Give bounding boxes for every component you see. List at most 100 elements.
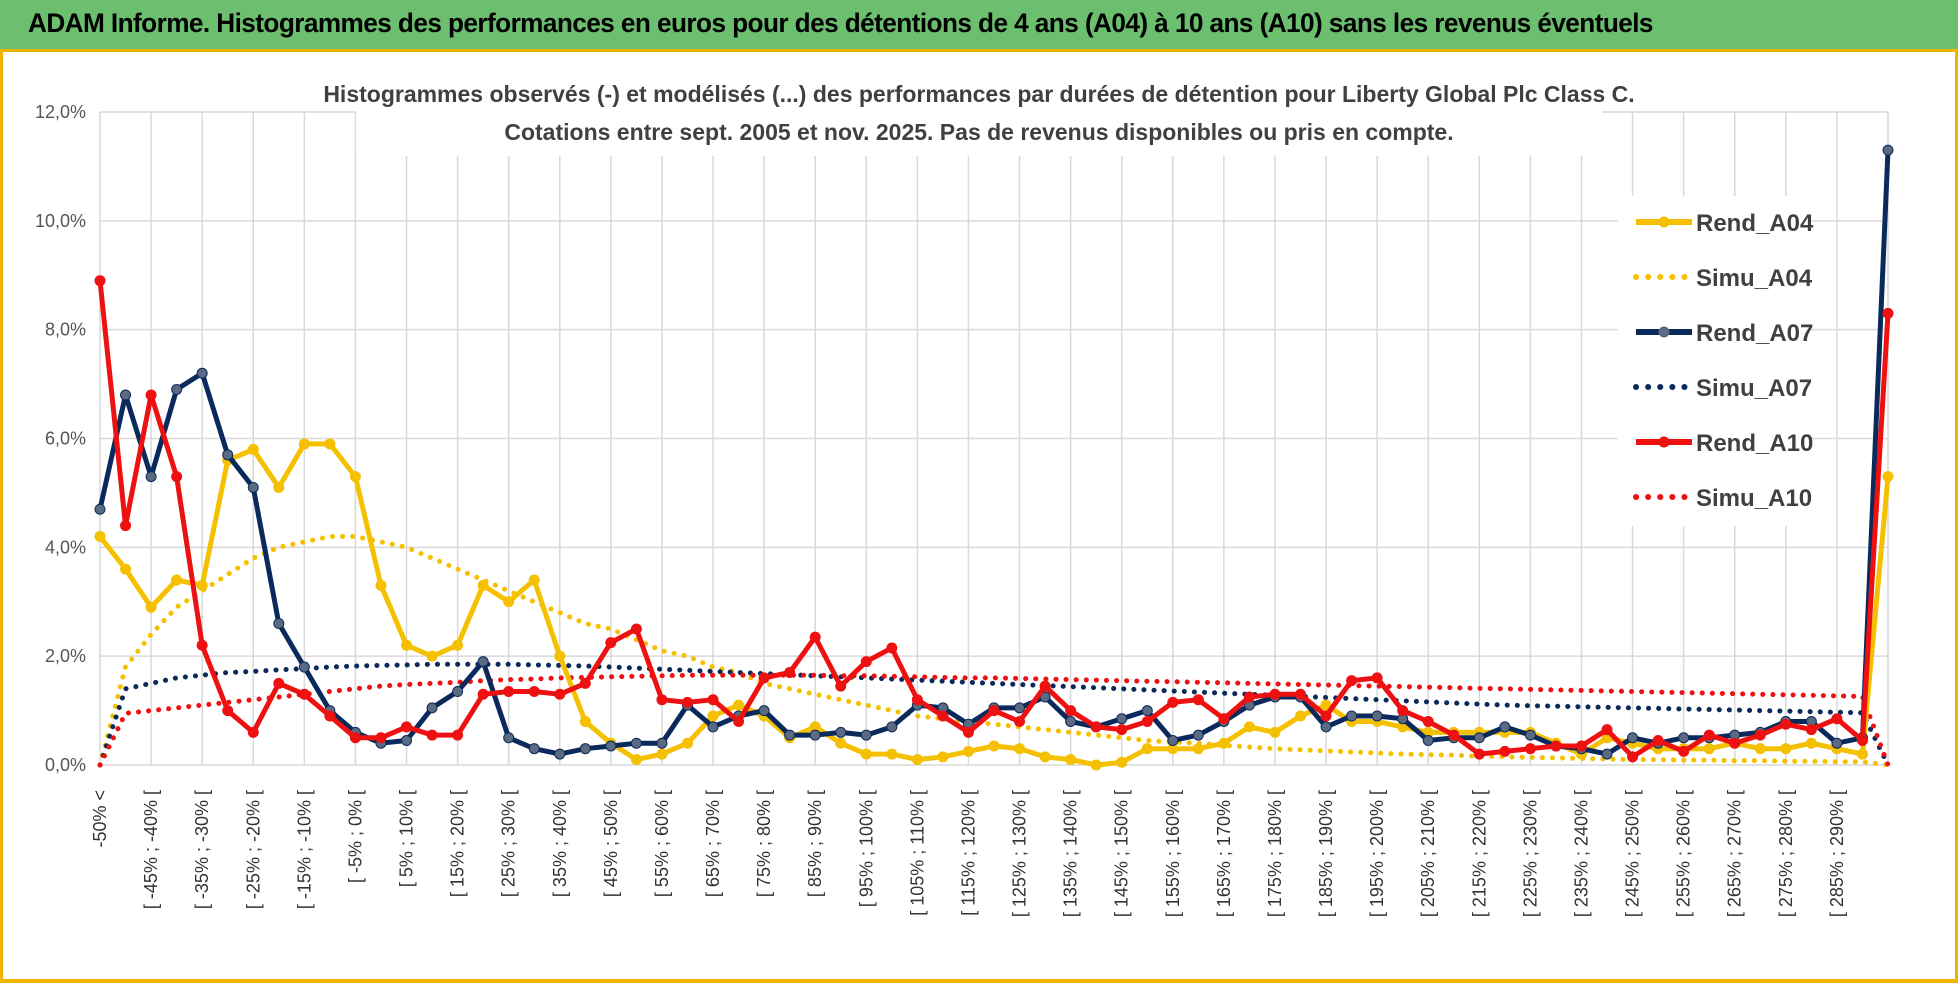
data-point-rend_a07 [247, 481, 259, 493]
data-point-rend_a07 [94, 503, 106, 515]
series-line-simu_a04 [97, 534, 1891, 768]
header-banner: ADAM Informe. Histogrammes des performan… [0, 0, 1958, 52]
data-point-rend_a10 [145, 389, 157, 401]
chart-frame [0, 52, 1958, 983]
data-point-rend_a07 [528, 743, 540, 755]
data-point-rend_a10 [1192, 694, 1204, 706]
data-point-rend_a10 [1243, 691, 1255, 703]
data-point-rend_a07 [1065, 715, 1077, 727]
data-point-rend_a04 [120, 563, 132, 575]
chart-title: Histogrammes observés (-) et modélisés (… [323, 81, 1634, 107]
data-point-rend_a04 [630, 754, 642, 766]
data-point-rend_a10 [1856, 735, 1868, 747]
data-point-rend_a04 [656, 748, 668, 760]
x-tick-label: [ 15% ; 20% [ [448, 790, 468, 897]
chart-subtitle: Cotations entre sept. 2005 et nov. 2025.… [504, 119, 1453, 145]
data-point-rend_a10 [1116, 724, 1128, 736]
data-point-rend_a10 [605, 637, 617, 649]
data-point-rend_a07 [707, 721, 719, 733]
data-point-rend_a10 [1805, 724, 1817, 736]
data-point-rend_a10 [1422, 715, 1434, 727]
x-tick-label: [ 85% ; 90% [ [805, 790, 825, 897]
data-point-rend_a10 [937, 710, 949, 722]
data-point-rend_a04 [94, 530, 106, 542]
data-point-rend_a07 [477, 656, 489, 668]
data-point-rend_a07 [605, 740, 617, 752]
data-point-rend_a07 [298, 661, 310, 673]
legend: Rend_A04 Simu_A04 Rend_A07 Simu_A07 Rend_A10… [1633, 210, 1814, 512]
data-point-rend_a04 [886, 748, 898, 760]
data-point-rend_a04 [554, 650, 566, 662]
y-tick-label: 8,0% [45, 320, 86, 340]
data-point-rend_a07 [452, 686, 464, 698]
x-tick-label: [ 115% ; 120% [ [958, 790, 978, 916]
data-point-rend_a10 [401, 721, 413, 733]
data-point-rend_a07 [1601, 748, 1613, 760]
data-point-rend_a07 [273, 618, 285, 630]
data-point-rend_a07 [1473, 732, 1485, 744]
data-point-rend_a07 [503, 732, 515, 744]
data-point-rend_a04 [247, 443, 259, 455]
data-point-rend_a04 [171, 574, 183, 586]
data-point-rend_a10 [349, 732, 361, 744]
data-point-rend_a10 [1627, 751, 1639, 763]
title-background [356, 74, 1602, 156]
legend-marker-rend_a04 [1658, 216, 1670, 228]
data-point-rend_a07 [171, 384, 183, 396]
y-tick-label: 4,0% [45, 537, 86, 557]
data-point-rend_a10 [1295, 688, 1307, 700]
data-point-rend_a10 [120, 520, 132, 532]
data-point-rend_a10 [1780, 718, 1792, 730]
data-point-rend_a10 [1320, 710, 1332, 722]
legend-label-rend_a07: Rend_A07 [1696, 320, 1813, 347]
data-point-rend_a07 [1346, 710, 1358, 722]
legend-label-rend_a04: Rend_A04 [1696, 210, 1814, 237]
x-tick-label: [ 155% ; 160% [ [1163, 790, 1183, 917]
x-tick-label: [ 35% ; 40% [ [550, 790, 570, 897]
data-point-rend_a07 [579, 743, 591, 755]
data-point-rend_a04 [196, 579, 208, 591]
data-point-rend_a07 [196, 367, 208, 379]
data-point-rend_a10 [630, 623, 642, 635]
series-group [94, 144, 1894, 771]
data-point-rend_a07 [1167, 735, 1179, 747]
data-point-rend_a10 [911, 694, 923, 706]
data-point-rend_a04 [579, 715, 591, 727]
x-tick-label: [ 205% ; 210% [ [1418, 790, 1438, 917]
data-point-rend_a10 [962, 726, 974, 738]
data-point-rend_a04 [860, 748, 872, 760]
legend-label-simu_a10: Simu_A10 [1696, 485, 1812, 512]
data-point-rend_a07 [222, 449, 234, 461]
data-point-rend_a10 [273, 677, 285, 689]
data-point-rend_a10 [196, 639, 208, 651]
data-point-rend_a07 [1422, 735, 1434, 747]
data-point-rend_a10 [1652, 735, 1664, 747]
data-point-rend_a10 [886, 642, 898, 654]
data-point-rend_a07 [1678, 732, 1690, 744]
legend-marker-rend_a10 [1658, 436, 1670, 448]
data-point-rend_a07 [1192, 729, 1204, 741]
data-point-rend_a10 [1729, 737, 1741, 749]
data-point-rend_a04 [1065, 754, 1077, 766]
data-point-rend_a04 [503, 596, 515, 608]
x-tick-label: [ 215% ; 220% [ [1469, 790, 1489, 917]
data-point-rend_a10 [1831, 713, 1843, 725]
data-point-rend_a10 [1473, 748, 1485, 760]
data-point-rend_a07 [1014, 702, 1026, 714]
data-point-rend_a07 [554, 748, 566, 760]
data-point-rend_a04 [937, 751, 949, 763]
data-point-rend_a07 [886, 721, 898, 733]
data-point-rend_a10 [733, 715, 745, 727]
data-point-rend_a04 [1805, 737, 1817, 749]
x-tick-label: [ 45% ; 50% [ [601, 790, 621, 897]
data-point-rend_a04 [1703, 743, 1715, 755]
data-point-rend_a10 [375, 732, 387, 744]
data-point-rend_a04 [349, 471, 361, 483]
data-point-rend_a07 [630, 737, 642, 749]
series-line-simu_a10 [97, 672, 1891, 768]
data-point-rend_a10 [247, 726, 259, 738]
data-point-rend_a07 [1116, 713, 1128, 725]
data-point-rend_a10 [1754, 729, 1766, 741]
data-point-rend_a10 [1065, 705, 1077, 717]
